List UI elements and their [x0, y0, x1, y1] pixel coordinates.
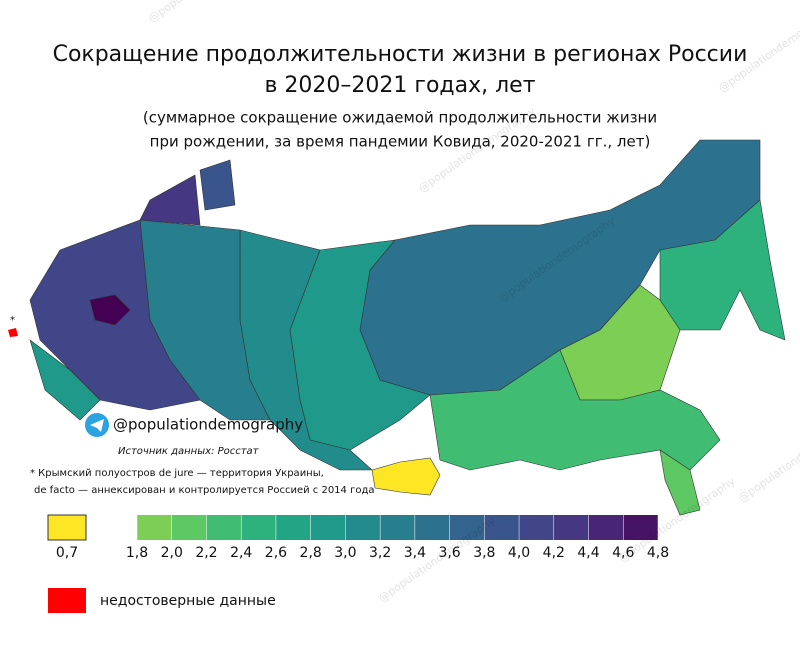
legend-bin	[171, 515, 207, 540]
legend-special-label: 0,7	[56, 545, 78, 561]
legend-bin	[519, 515, 554, 540]
legend-bin	[241, 515, 276, 540]
legend-missing-label: недостоверные данные	[100, 593, 276, 609]
legend-bin	[206, 515, 242, 540]
legend-tick-label: 2,8	[300, 545, 322, 561]
watermark: @populationdemography	[146, 0, 268, 25]
legend-tick-label: 2,0	[161, 545, 183, 561]
legend-tick-label: 3,4	[404, 545, 426, 561]
legend-tick-label: 3,8	[473, 545, 495, 561]
subtitle: (суммарное сокращение ожидаемой продолжи…	[143, 109, 657, 127]
asterisk: *	[10, 315, 15, 326]
footnote: * Крымский полуостров de jure — территор…	[30, 468, 324, 479]
legend-tick-label: 4,6	[612, 545, 634, 561]
legend-bin	[623, 515, 658, 540]
legend-bin	[553, 515, 589, 540]
source: Источник данных: Росстат	[118, 446, 260, 457]
legend-tick-label: 2,2	[195, 545, 217, 561]
legend-tick-label: 3,6	[438, 545, 460, 561]
legend-tick-label: 1,8	[126, 545, 148, 561]
legend: 0,7 1,8 2,0 2,2 2,4 2,6 2,8 3,0 3,2 3,4 3,6 3,8 4,0 4…	[47, 514, 669, 613]
legend-missing	[48, 588, 86, 613]
map: *	[8, 139, 786, 516]
map-region	[29, 339, 101, 421]
map-region	[371, 457, 441, 496]
watermark: @populationdemography	[736, 414, 800, 505]
legend-tick-label: 4,8	[647, 545, 669, 561]
title: в 2020–2021 годах, лет	[264, 73, 535, 98]
legend-tick-label: 3,2	[369, 545, 391, 561]
handle: @populationdemography	[113, 416, 303, 434]
legend-bin	[137, 515, 172, 540]
map-region	[199, 159, 236, 211]
map-region	[659, 449, 701, 516]
map-region	[89, 294, 131, 326]
legend-tick-label: 4,4	[577, 545, 599, 561]
legend-bin	[310, 515, 346, 540]
legend-tick-label: 2,6	[265, 545, 287, 561]
legend-bin	[414, 515, 450, 540]
title: Сокращение продолжительности жизни в рег…	[53, 42, 748, 67]
subtitle: при рождении, за время пандемии Ковида, …	[150, 133, 651, 151]
legend-bin	[449, 515, 485, 540]
telegram-plane	[90, 419, 104, 432]
legend-bin	[275, 515, 311, 540]
map-region	[139, 174, 201, 226]
legend-bin	[345, 515, 381, 540]
legend-bin	[484, 515, 520, 540]
legend-bin	[588, 515, 624, 540]
footnote: de facto — аннексирован и контролируется…	[34, 485, 375, 496]
legend-tick-label: 4,0	[508, 545, 530, 561]
legend-tick-label: 2,4	[230, 545, 252, 561]
legend-tick-label: 4,2	[543, 545, 565, 561]
legend-special	[47, 514, 87, 541]
legend-bin	[380, 515, 415, 540]
legend-tick-label: 3,0	[334, 545, 356, 561]
crimea	[8, 328, 18, 337]
